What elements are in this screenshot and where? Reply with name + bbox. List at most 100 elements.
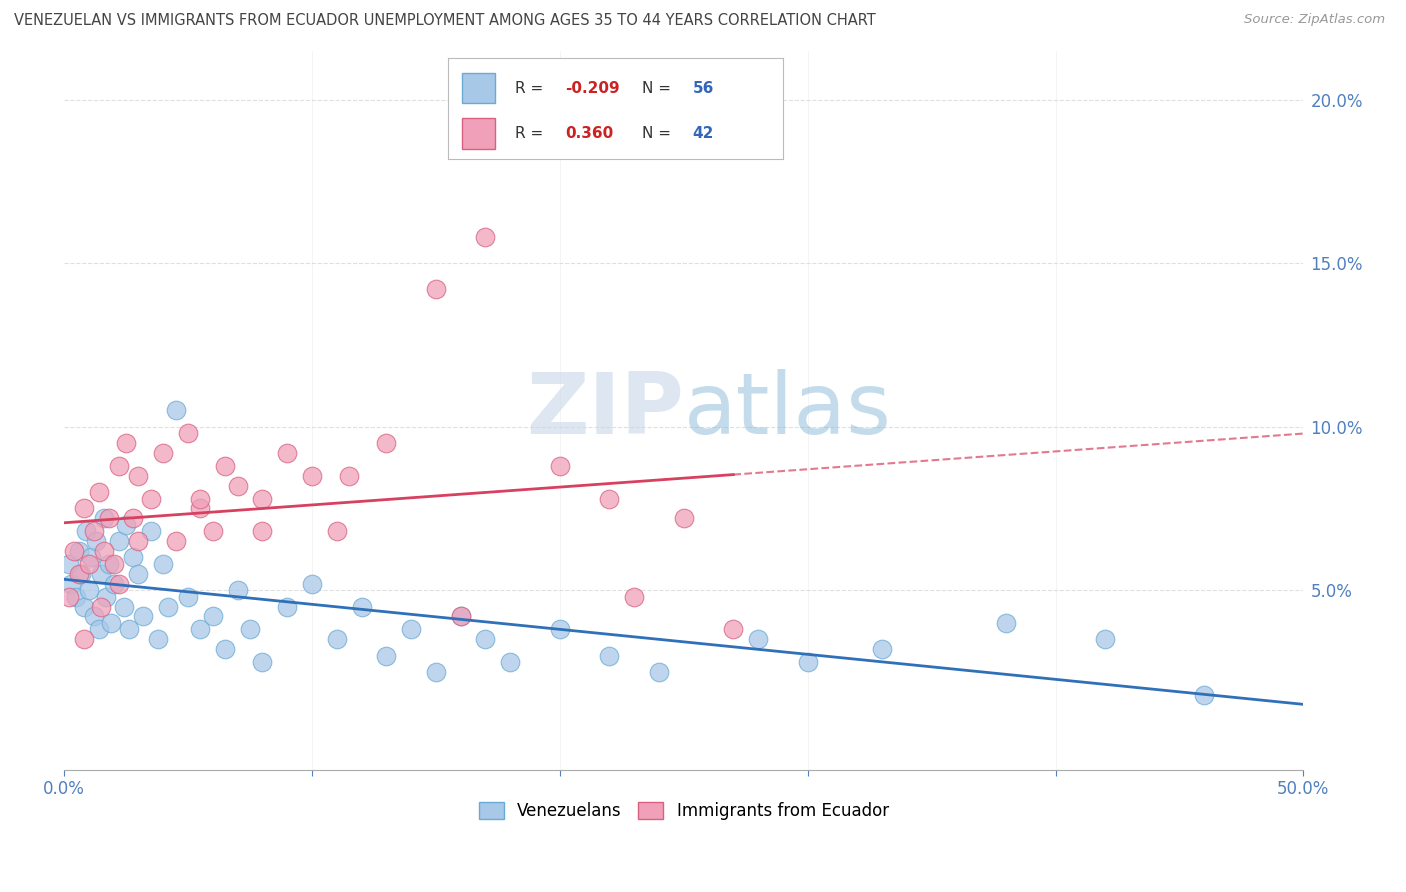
Point [214, 458, 236, 473]
Point [152, 557, 174, 571]
Point [648, 665, 671, 679]
Point [375, 436, 398, 450]
Point [117, 623, 139, 637]
Text: ZIP: ZIP [526, 368, 683, 452]
Point [67, 544, 90, 558]
Point [337, 468, 360, 483]
Point [127, 534, 149, 549]
Point [87, 485, 110, 500]
Text: VENEZUELAN VS IMMIGRANTS FROM ECUADOR UNEMPLOYMENT AMONG AGES 35 TO 44 YEARS COR: VENEZUELAN VS IMMIGRANTS FROM ECUADOR UN… [14, 13, 876, 29]
Point [425, 282, 447, 296]
Point [598, 648, 620, 663]
Point [112, 599, 135, 614]
Point [399, 623, 422, 637]
Point [84, 534, 107, 549]
Point [548, 623, 571, 637]
Point [107, 458, 129, 473]
Point [723, 623, 745, 637]
Point [67, 566, 90, 581]
Point [994, 615, 1017, 630]
Point [152, 446, 174, 460]
Point [97, 511, 120, 525]
Point [276, 446, 298, 460]
Point [499, 655, 522, 669]
Text: Source: ZipAtlas.com: Source: ZipAtlas.com [1244, 13, 1385, 27]
Point [301, 468, 323, 483]
Point [474, 632, 496, 647]
Point [350, 599, 373, 614]
Point [796, 655, 818, 669]
Point [165, 534, 187, 549]
Point [63, 544, 86, 558]
Point [139, 524, 162, 539]
Point [93, 544, 115, 558]
Point [1094, 632, 1116, 647]
Point [65, 590, 87, 604]
Point [87, 623, 110, 637]
Point [325, 524, 347, 539]
Point [107, 534, 129, 549]
Point [1194, 688, 1216, 702]
Point [127, 566, 149, 581]
Point [252, 491, 274, 506]
Point [83, 609, 105, 624]
Point [425, 665, 447, 679]
Point [103, 557, 125, 571]
Point [375, 648, 398, 663]
Point [747, 632, 769, 647]
Point [103, 576, 125, 591]
Point [148, 632, 170, 647]
Point [598, 491, 620, 506]
Point [100, 615, 122, 630]
Point [83, 524, 105, 539]
Point [58, 590, 80, 604]
Point [115, 517, 138, 532]
Point [870, 642, 893, 657]
Point [90, 566, 112, 581]
Point [75, 524, 97, 539]
Text: atlas: atlas [683, 368, 891, 452]
Point [139, 491, 162, 506]
Point [201, 524, 224, 539]
Point [177, 590, 200, 604]
Point [77, 557, 100, 571]
Point [122, 511, 145, 525]
Point [226, 478, 249, 492]
Point [60, 576, 83, 591]
Point [623, 590, 645, 604]
Point [325, 632, 347, 647]
Point [115, 436, 138, 450]
Point [157, 599, 180, 614]
Point [214, 642, 236, 657]
Point [96, 590, 118, 604]
Point [107, 576, 129, 591]
Point [73, 632, 96, 647]
Point [177, 426, 200, 441]
Point [474, 230, 496, 244]
Point [450, 609, 472, 624]
Point [301, 576, 323, 591]
Point [548, 458, 571, 473]
Point [239, 623, 262, 637]
Point [73, 599, 96, 614]
Point [132, 609, 155, 624]
Point [201, 609, 224, 624]
Point [97, 557, 120, 571]
Legend: Venezuelans, Immigrants from Ecuador: Venezuelans, Immigrants from Ecuador [472, 795, 896, 826]
Point [165, 403, 187, 417]
Point [122, 550, 145, 565]
Point [80, 550, 103, 565]
Point [77, 583, 100, 598]
Point [450, 609, 472, 624]
Point [252, 655, 274, 669]
Point [70, 566, 93, 581]
Point [90, 599, 112, 614]
Point [93, 511, 115, 525]
Point [190, 501, 212, 516]
Point [73, 501, 96, 516]
Point [672, 511, 695, 525]
Point [190, 491, 212, 506]
Point [276, 599, 298, 614]
Point [252, 524, 274, 539]
Point [190, 623, 212, 637]
